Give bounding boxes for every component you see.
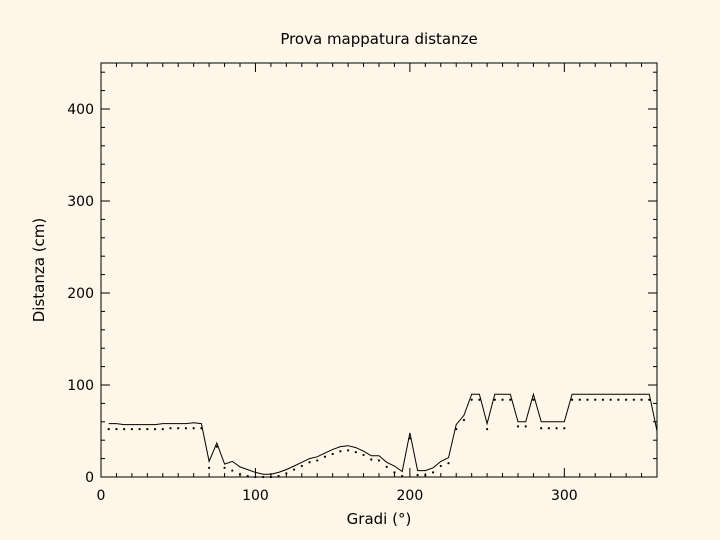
data-point-dotted [192,427,195,430]
data-point-dotted [462,418,466,422]
data-point-dotted [215,445,218,448]
data-point-dotted [223,466,226,469]
data-point-dotted [238,473,242,476]
data-point-dotted [486,428,489,431]
data-point-dotted [563,427,566,430]
data-point-dotted [231,469,234,472]
data-point-dotted [501,398,504,401]
data-point-dotted [640,398,643,401]
data-point-dotted [262,475,265,479]
data-point-dotted [200,427,203,430]
data-point-dotted [292,468,296,471]
axis-ticks [100,63,658,478]
data-point-dotted [246,474,249,478]
data-point-dotted [331,452,334,456]
data-point-dotted [385,465,388,468]
plot-area [100,62,658,478]
data-point-dotted [277,474,280,478]
data-point-dotted [532,398,535,401]
series-solid [108,392,658,475]
data-point-dotted [138,428,141,431]
data-point-dotted [455,428,458,431]
data-point-dotted [316,459,319,462]
data-point-dotted [107,428,110,431]
y-tick-label: 400 [67,102,94,118]
data-point-dotted [601,398,605,401]
x-axis-label: Gradi (°) [347,510,412,528]
data-point-dotted [648,398,651,401]
data-point-dotted [478,398,481,401]
data-point-dotted [377,459,381,462]
series-layer [107,392,658,479]
data-point-dotted [269,475,272,479]
data-point-dotted [184,427,188,430]
data-point-dotted [424,474,427,477]
data-point-dotted [509,398,512,401]
data-point-dotted [625,398,628,401]
plot-frame [100,62,658,478]
x-tick-labels: 0 100 200 300 [97,488,578,504]
data-point-dotted [401,474,404,478]
data-point-dotted [308,461,311,464]
data-point-dotted [431,471,435,474]
chart-title: Prova mappatura distanze [280,30,477,48]
y-tick-label: 200 [67,286,94,302]
data-point-dotted [470,398,473,401]
data-point-dotted [354,451,357,454]
data-point-dotted [609,398,612,401]
data-point-dotted [323,455,327,458]
data-point-dotted [169,427,172,430]
data-point-dotted [540,427,543,430]
data-point-dotted [570,398,574,401]
series-dotted [107,398,651,479]
data-point-dotted [347,449,350,452]
data-point-dotted [632,398,635,401]
data-point-dotted [339,450,342,453]
data-point-dotted [208,466,211,469]
data-point-dotted [153,428,157,431]
data-point-dotted [115,428,118,431]
data-point-dotted [161,428,164,431]
data-point-dotted [362,453,365,457]
y-tick-label: 100 [67,378,94,394]
data-point-dotted [123,428,126,431]
data-point-dotted [555,427,558,430]
data-point-dotted [146,428,149,431]
y-axis-label: Distanza (cm) [30,218,48,323]
y-tick-label: 0 [85,470,94,486]
data-point-dotted [439,464,442,468]
data-point-dotted [370,458,373,461]
x-tick-label: 0 [97,488,106,504]
y-tick-label: 300 [67,194,94,210]
data-point-dotted [493,398,496,401]
data-point-dotted [617,398,620,401]
x-tick-label: 300 [551,488,578,504]
data-point-dotted [594,398,597,401]
x-tick-label: 200 [397,488,424,504]
data-point-dotted [416,474,419,477]
data-point-dotted [447,462,450,465]
series-line-solid [108,392,658,475]
data-point-dotted [586,398,589,401]
data-point-dotted [130,428,133,431]
data-point-dotted [547,427,550,430]
data-point-dotted [578,398,581,401]
x-tick-label: 100 [242,488,269,504]
data-point-dotted [254,475,257,479]
data-point-dotted [393,471,396,474]
data-point-dotted [285,472,288,475]
data-point-dotted [524,425,527,428]
y-tick-labels: 0 100 200 300 400 [67,102,94,486]
data-point-dotted [300,464,303,468]
data-point-dotted [408,437,411,440]
data-point-dotted [516,425,520,428]
data-point-dotted [177,427,180,430]
